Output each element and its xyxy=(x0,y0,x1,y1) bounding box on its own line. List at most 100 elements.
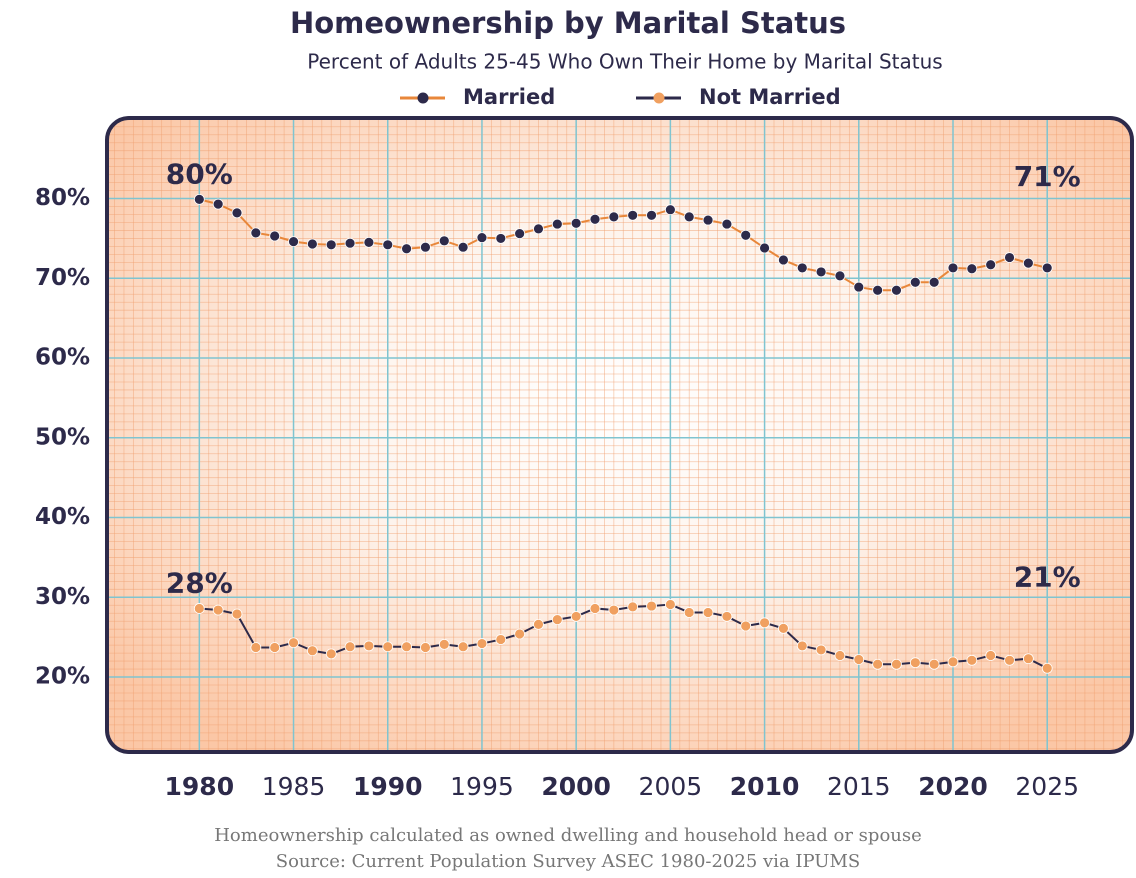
data-point xyxy=(363,640,375,652)
start-label: 80% xyxy=(166,157,233,190)
legend-label: Married xyxy=(463,85,555,109)
start-label: 28% xyxy=(166,566,233,599)
data-point xyxy=(759,242,770,254)
chart-title: Homeownership by Marital Status xyxy=(290,6,846,40)
data-point xyxy=(928,276,940,288)
data-point xyxy=(664,599,676,610)
data-point xyxy=(457,241,469,253)
data-point xyxy=(250,227,262,239)
end-label: 71% xyxy=(1014,160,1081,193)
y-tick-label: 60% xyxy=(35,345,90,371)
data-point xyxy=(551,218,563,230)
data-point xyxy=(740,620,752,632)
data-point xyxy=(533,223,544,235)
data-point xyxy=(683,607,695,618)
note: Homeownership calculated as owned dwelli… xyxy=(214,825,922,846)
data-point xyxy=(476,232,488,244)
y-tick-label: 80% xyxy=(35,185,90,211)
data-point xyxy=(646,209,657,221)
data-point xyxy=(1041,662,1053,674)
data-point xyxy=(627,209,639,221)
data-point xyxy=(495,634,507,645)
data-point xyxy=(872,658,884,670)
legend-marker xyxy=(417,92,429,104)
data-point xyxy=(721,611,733,622)
data-point xyxy=(909,276,921,288)
y-tick-label: 50% xyxy=(35,424,90,450)
data-point xyxy=(947,656,959,668)
data-point xyxy=(834,270,846,282)
data-point xyxy=(759,617,770,629)
data-point xyxy=(420,241,431,253)
data-point xyxy=(420,642,431,653)
data-point xyxy=(438,235,450,247)
y-tick-label: 70% xyxy=(35,265,90,291)
data-point xyxy=(853,654,865,665)
data-point xyxy=(382,641,394,653)
data-point xyxy=(1004,252,1015,263)
data-point xyxy=(1022,257,1034,269)
data-point xyxy=(834,650,846,661)
plot-border xyxy=(105,116,1134,754)
legend-marker xyxy=(653,92,665,104)
data-point xyxy=(325,239,337,251)
data-point xyxy=(985,259,997,271)
data-point xyxy=(1041,262,1053,274)
x-tick-label: 1990 xyxy=(353,772,423,801)
data-point xyxy=(457,641,469,653)
data-point xyxy=(570,217,582,229)
data-point xyxy=(269,642,281,653)
data-point xyxy=(363,237,375,248)
data-point xyxy=(231,608,243,620)
data-point xyxy=(796,640,808,652)
series-line xyxy=(199,198,1048,292)
data-point xyxy=(401,641,412,653)
data-point xyxy=(966,263,978,275)
data-point xyxy=(608,604,620,616)
data-point xyxy=(514,228,526,240)
data-point xyxy=(438,638,450,650)
data-point xyxy=(589,603,601,614)
data-point xyxy=(778,622,789,634)
data-point xyxy=(985,650,997,661)
y-tick-label: 40% xyxy=(35,504,90,530)
data-point xyxy=(966,654,978,666)
data-point xyxy=(815,266,827,278)
data-point xyxy=(476,638,488,649)
data-point xyxy=(646,600,657,612)
x-tick-label: 2005 xyxy=(639,772,703,801)
x-tick-label: 1995 xyxy=(450,772,514,801)
data-point xyxy=(551,614,563,626)
note: Source: Current Population Survey ASEC 1… xyxy=(276,851,860,872)
data-point xyxy=(231,207,243,219)
data-point xyxy=(928,658,940,670)
chart-subtitle: Percent of Adults 25-45 Who Own Their Ho… xyxy=(307,50,942,74)
y-tick-label: 30% xyxy=(35,584,90,610)
data-point xyxy=(721,218,733,230)
data-point xyxy=(570,611,582,622)
data-point xyxy=(683,211,695,223)
data-point xyxy=(664,204,676,216)
data-point xyxy=(608,211,620,223)
x-tick-label: 2020 xyxy=(918,772,988,801)
data-point xyxy=(891,658,902,670)
data-point xyxy=(853,281,865,293)
data-point xyxy=(288,236,299,248)
data-point xyxy=(250,642,262,653)
data-point xyxy=(702,214,714,226)
data-point xyxy=(1022,653,1034,665)
data-point xyxy=(1004,654,1015,666)
data-point xyxy=(212,198,224,210)
data-point xyxy=(344,641,356,653)
data-point xyxy=(514,628,526,640)
x-tick-label: 2025 xyxy=(1015,772,1079,801)
data-point xyxy=(193,193,205,205)
data-point xyxy=(325,648,337,660)
data-point xyxy=(740,229,752,241)
data-point xyxy=(306,238,318,250)
data-point xyxy=(288,637,299,649)
data-point xyxy=(589,213,601,225)
x-tick-label: 1985 xyxy=(262,772,326,801)
x-tick-label: 2000 xyxy=(541,772,611,801)
data-point xyxy=(212,604,224,616)
